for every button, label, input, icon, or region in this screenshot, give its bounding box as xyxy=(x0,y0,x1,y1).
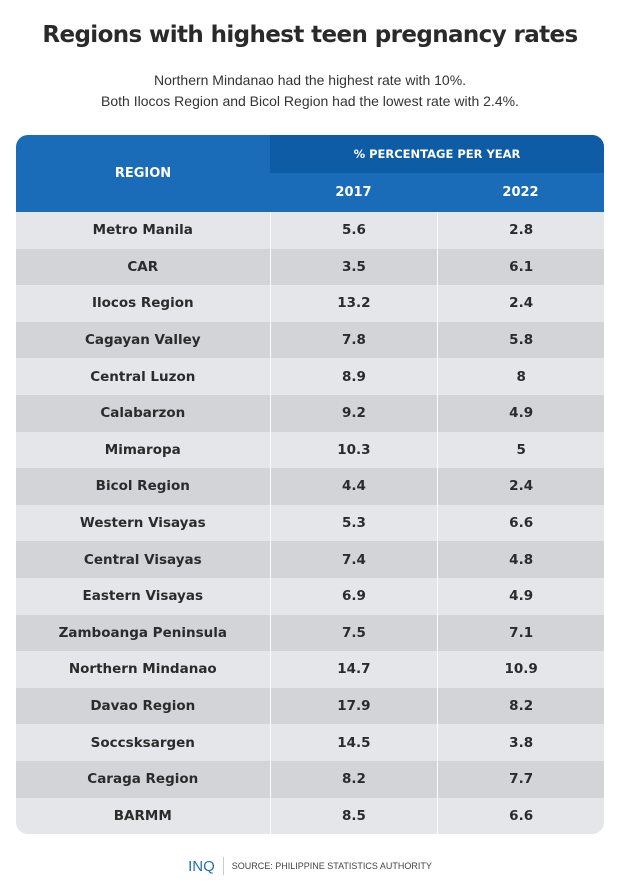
header-region: REGION xyxy=(114,166,172,181)
value-2017-cell: 5.6 xyxy=(271,212,439,249)
region-cell: CAR xyxy=(16,248,271,286)
region-cell: Central Visayas xyxy=(16,541,271,578)
region-cell: Calabarzon xyxy=(16,394,271,432)
value-2022-cell: 5.8 xyxy=(509,332,534,349)
value-2022-cell: 7.1 xyxy=(509,624,534,641)
table-row: Central Visayas 7.4 4.8 xyxy=(16,541,604,578)
subtitle-line: Northern Mindanao had the highest rate w… xyxy=(153,72,467,88)
region-cell: Western Visayas xyxy=(16,504,271,542)
region-cell: Central Luzon xyxy=(16,358,271,395)
value-2022-cell: 8 xyxy=(516,368,526,385)
value-2022-cell: 6.6 xyxy=(509,807,534,824)
value-2022-cell: 8.2 xyxy=(509,698,534,715)
region-cell: Cagayan Valley xyxy=(16,321,271,359)
region-cell: Eastern Visayas xyxy=(16,577,271,615)
value-2017-cell: 7.4 xyxy=(271,541,439,578)
region-cell: BARMM xyxy=(16,797,271,835)
table-row: Northern Mindanao 14.7 10.9 xyxy=(16,651,604,688)
table-row: Mimaropa 10.3 5 xyxy=(16,431,604,469)
table-row: CAR 3.5 6.1 xyxy=(16,248,604,286)
table-row: Bicol Region 4.4 2.4 xyxy=(16,468,604,505)
subtitle: Northern Mindanao had the highest rate w… xyxy=(0,70,620,112)
table-row: Calabarzon 9.2 4.9 xyxy=(16,394,604,432)
region-cell: Zamboanga Peninsula xyxy=(16,614,271,652)
subtitle-line: Both Ilocos Region and Bicol Region had … xyxy=(101,93,519,109)
region-cell: Bicol Region xyxy=(16,468,271,505)
value-2022-cell: 4.9 xyxy=(509,588,534,605)
value-2022-cell: 3.8 xyxy=(509,734,534,751)
value-2022-cell: 6.6 xyxy=(509,515,534,532)
value-2022-cell: 5 xyxy=(516,441,526,458)
header-group: % PERCENTAGE PER YEAR xyxy=(270,135,604,173)
region-cell: Ilocos Region xyxy=(16,285,271,322)
region-cell: Davao Region xyxy=(16,687,271,725)
value-2017-cell: 7.5 xyxy=(271,614,439,652)
table-row: Western Visayas 5.3 6.6 xyxy=(16,504,604,542)
divider xyxy=(222,857,224,875)
source-text: SOURCE: PHILIPPINE STATISTICS AUTHORITY xyxy=(231,861,432,871)
value-2017-cell: 10.3 xyxy=(271,431,439,469)
table-body: Metro Manila 5.6 2.8 CAR 3.5 6.1 Ilocos Region… xyxy=(16,212,604,835)
value-2022-cell: 2.8 xyxy=(509,222,534,239)
value-2022-cell: 4.9 xyxy=(509,405,534,422)
header-2022: 2022 xyxy=(502,185,539,200)
value-2017-cell: 8.9 xyxy=(271,358,439,395)
header-2017: 2017 xyxy=(335,185,372,200)
value-2017-cell: 13.2 xyxy=(271,285,439,322)
value-2017-cell: 7.8 xyxy=(271,321,439,359)
table-header: REGION % PERCENTAGE PER YEAR 2017 2022 xyxy=(16,135,604,212)
value-2022-cell: 2.4 xyxy=(509,295,534,312)
value-2017-cell: 8.5 xyxy=(271,797,439,835)
region-cell: Metro Manila xyxy=(16,212,271,249)
table-row: Zamboanga Peninsula 7.5 7.1 xyxy=(16,614,604,652)
value-2022-cell: 4.8 xyxy=(509,551,534,568)
value-2022-cell: 10.9 xyxy=(504,661,538,678)
value-2022-cell: 7.7 xyxy=(509,771,534,788)
region-cell: Caraga Region xyxy=(16,760,271,798)
region-cell: Northern Mindanao xyxy=(16,651,271,688)
value-2017-cell: 9.2 xyxy=(271,394,439,432)
table-row: Metro Manila 5.6 2.8 xyxy=(16,212,604,249)
value-2017-cell: 6.9 xyxy=(271,577,439,615)
table-row: Eastern Visayas 6.9 4.9 xyxy=(16,577,604,615)
footer: INQ SOURCE: PHILIPPINE STATISTICS AUTHOR… xyxy=(0,857,620,875)
table-row: Cagayan Valley 7.8 5.8 xyxy=(16,321,604,359)
data-table: REGION % PERCENTAGE PER YEAR 2017 2022 M… xyxy=(16,135,604,835)
value-2017-cell: 8.2 xyxy=(271,760,439,798)
region-cell: Mimaropa xyxy=(16,431,271,469)
page-title: Regions with highest teen pregnancy rate… xyxy=(42,22,578,48)
value-2017-cell: 14.7 xyxy=(271,651,439,688)
value-2017-cell: 14.5 xyxy=(271,724,439,761)
table-row: Ilocos Region 13.2 2.4 xyxy=(16,285,604,322)
value-2017-cell: 17.9 xyxy=(271,687,439,725)
value-2022-cell: 2.4 xyxy=(509,478,534,495)
table-row: Central Luzon 8.9 8 xyxy=(16,358,604,395)
table-row: Soccsksargen 14.5 3.8 xyxy=(16,724,604,761)
value-2017-cell: 3.5 xyxy=(271,248,439,286)
value-2017-cell: 5.3 xyxy=(271,504,439,542)
value-2017-cell: 4.4 xyxy=(271,468,439,505)
inq-logo: INQ xyxy=(188,857,215,875)
table-row: BARMM 8.5 6.6 xyxy=(16,797,604,835)
value-2022-cell: 6.1 xyxy=(509,258,534,275)
table-row: Davao Region 17.9 8.2 xyxy=(16,687,604,725)
table-row: Caraga Region 8.2 7.7 xyxy=(16,760,604,798)
region-cell: Soccsksargen xyxy=(16,724,271,761)
